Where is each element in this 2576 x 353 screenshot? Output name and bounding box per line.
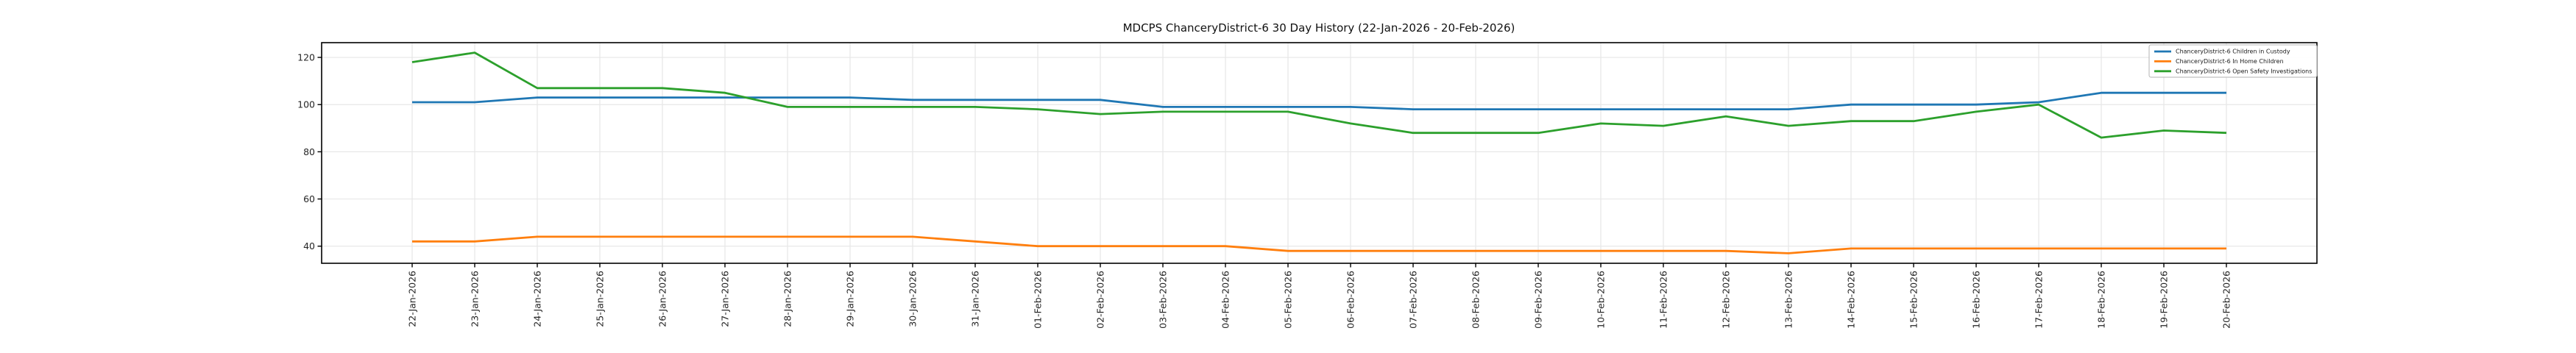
y-tick-label: 100 [297, 99, 315, 110]
x-tick-label: 12-Feb-2026 [1721, 271, 1732, 329]
x-tick-label: 26-Jan-2026 [657, 271, 668, 327]
x-tick-label: 18-Feb-2026 [2096, 271, 2107, 329]
chart-title: MDCPS ChanceryDistrict-6 30 Day History … [1123, 21, 1515, 35]
x-tick-label: 14-Feb-2026 [1846, 271, 1857, 329]
x-tick-label: 23-Jan-2026 [470, 271, 481, 327]
x-tick-label: 07-Feb-2026 [1408, 271, 1419, 329]
x-tick-label: 15-Feb-2026 [1908, 271, 1919, 329]
x-tick-label: 29-Jan-2026 [845, 271, 856, 327]
gridlines [322, 43, 2317, 263]
legend-box [2148, 44, 2318, 78]
x-tick-label: 08-Feb-2026 [1471, 271, 1482, 329]
x-tick-label: 24-Jan-2026 [532, 271, 543, 327]
legend-label-2: ChanceryDistrict-6 Open Safety Investiga… [2176, 68, 2312, 74]
x-tick-label: 25-Jan-2026 [595, 271, 606, 327]
y-tick-label: 40 [303, 240, 315, 252]
legend: ChanceryDistrict-6 Children in Custody Ch… [2148, 44, 2318, 78]
x-tick-label: 17-Feb-2026 [2034, 271, 2045, 329]
x-tick-label: 05-Feb-2026 [1283, 271, 1294, 329]
x-tick-label: 27-Jan-2026 [720, 271, 731, 327]
y-tick-label: 80 [303, 146, 315, 157]
axes [317, 42, 2318, 268]
x-tick-label: 20-Feb-2026 [2221, 271, 2232, 329]
series-line-2 [411, 51, 2227, 139]
x-tick-label: 11-Feb-2026 [1658, 271, 1669, 329]
plot-border [321, 42, 2318, 264]
y-tick-label: 60 [303, 193, 315, 204]
x-tick-label: 31-Jan-2026 [970, 271, 981, 327]
x-tick-label: 13-Feb-2026 [1783, 271, 1794, 329]
x-tick-label: 28-Jan-2026 [782, 271, 793, 327]
x-tick-label: 09-Feb-2026 [1533, 271, 1544, 329]
series-lines [411, 51, 2227, 254]
x-tick-label: 30-Jan-2026 [907, 271, 919, 327]
axis-tick-labels: 40 60 80 100 120 22-Jan-2026 23-Jan-2026 24-Jan… [297, 52, 2232, 329]
x-tick-label: 22-Jan-2026 [407, 271, 418, 327]
legend-label-1: ChanceryDistrict-6 In Home Children [2176, 58, 2284, 65]
x-tick-label: 06-Feb-2026 [1345, 271, 1356, 329]
x-tick-label: 10-Feb-2026 [1596, 271, 1607, 329]
x-tick-label: 19-Feb-2026 [2159, 271, 2170, 329]
legend-label-0: ChanceryDistrict-6 Children in Custody [2176, 49, 2290, 55]
x-tick-label: 16-Feb-2026 [1971, 271, 1982, 329]
series-line-1 [412, 235, 2226, 254]
x-tick-label: 02-Feb-2026 [1095, 271, 1106, 329]
y-tick-label: 120 [297, 52, 315, 63]
x-tick-label: 01-Feb-2026 [1033, 271, 1044, 329]
x-tick-label: 03-Feb-2026 [1158, 271, 1169, 329]
series-line-0 [412, 91, 2226, 111]
x-tick-label: 04-Feb-2026 [1220, 271, 1231, 329]
